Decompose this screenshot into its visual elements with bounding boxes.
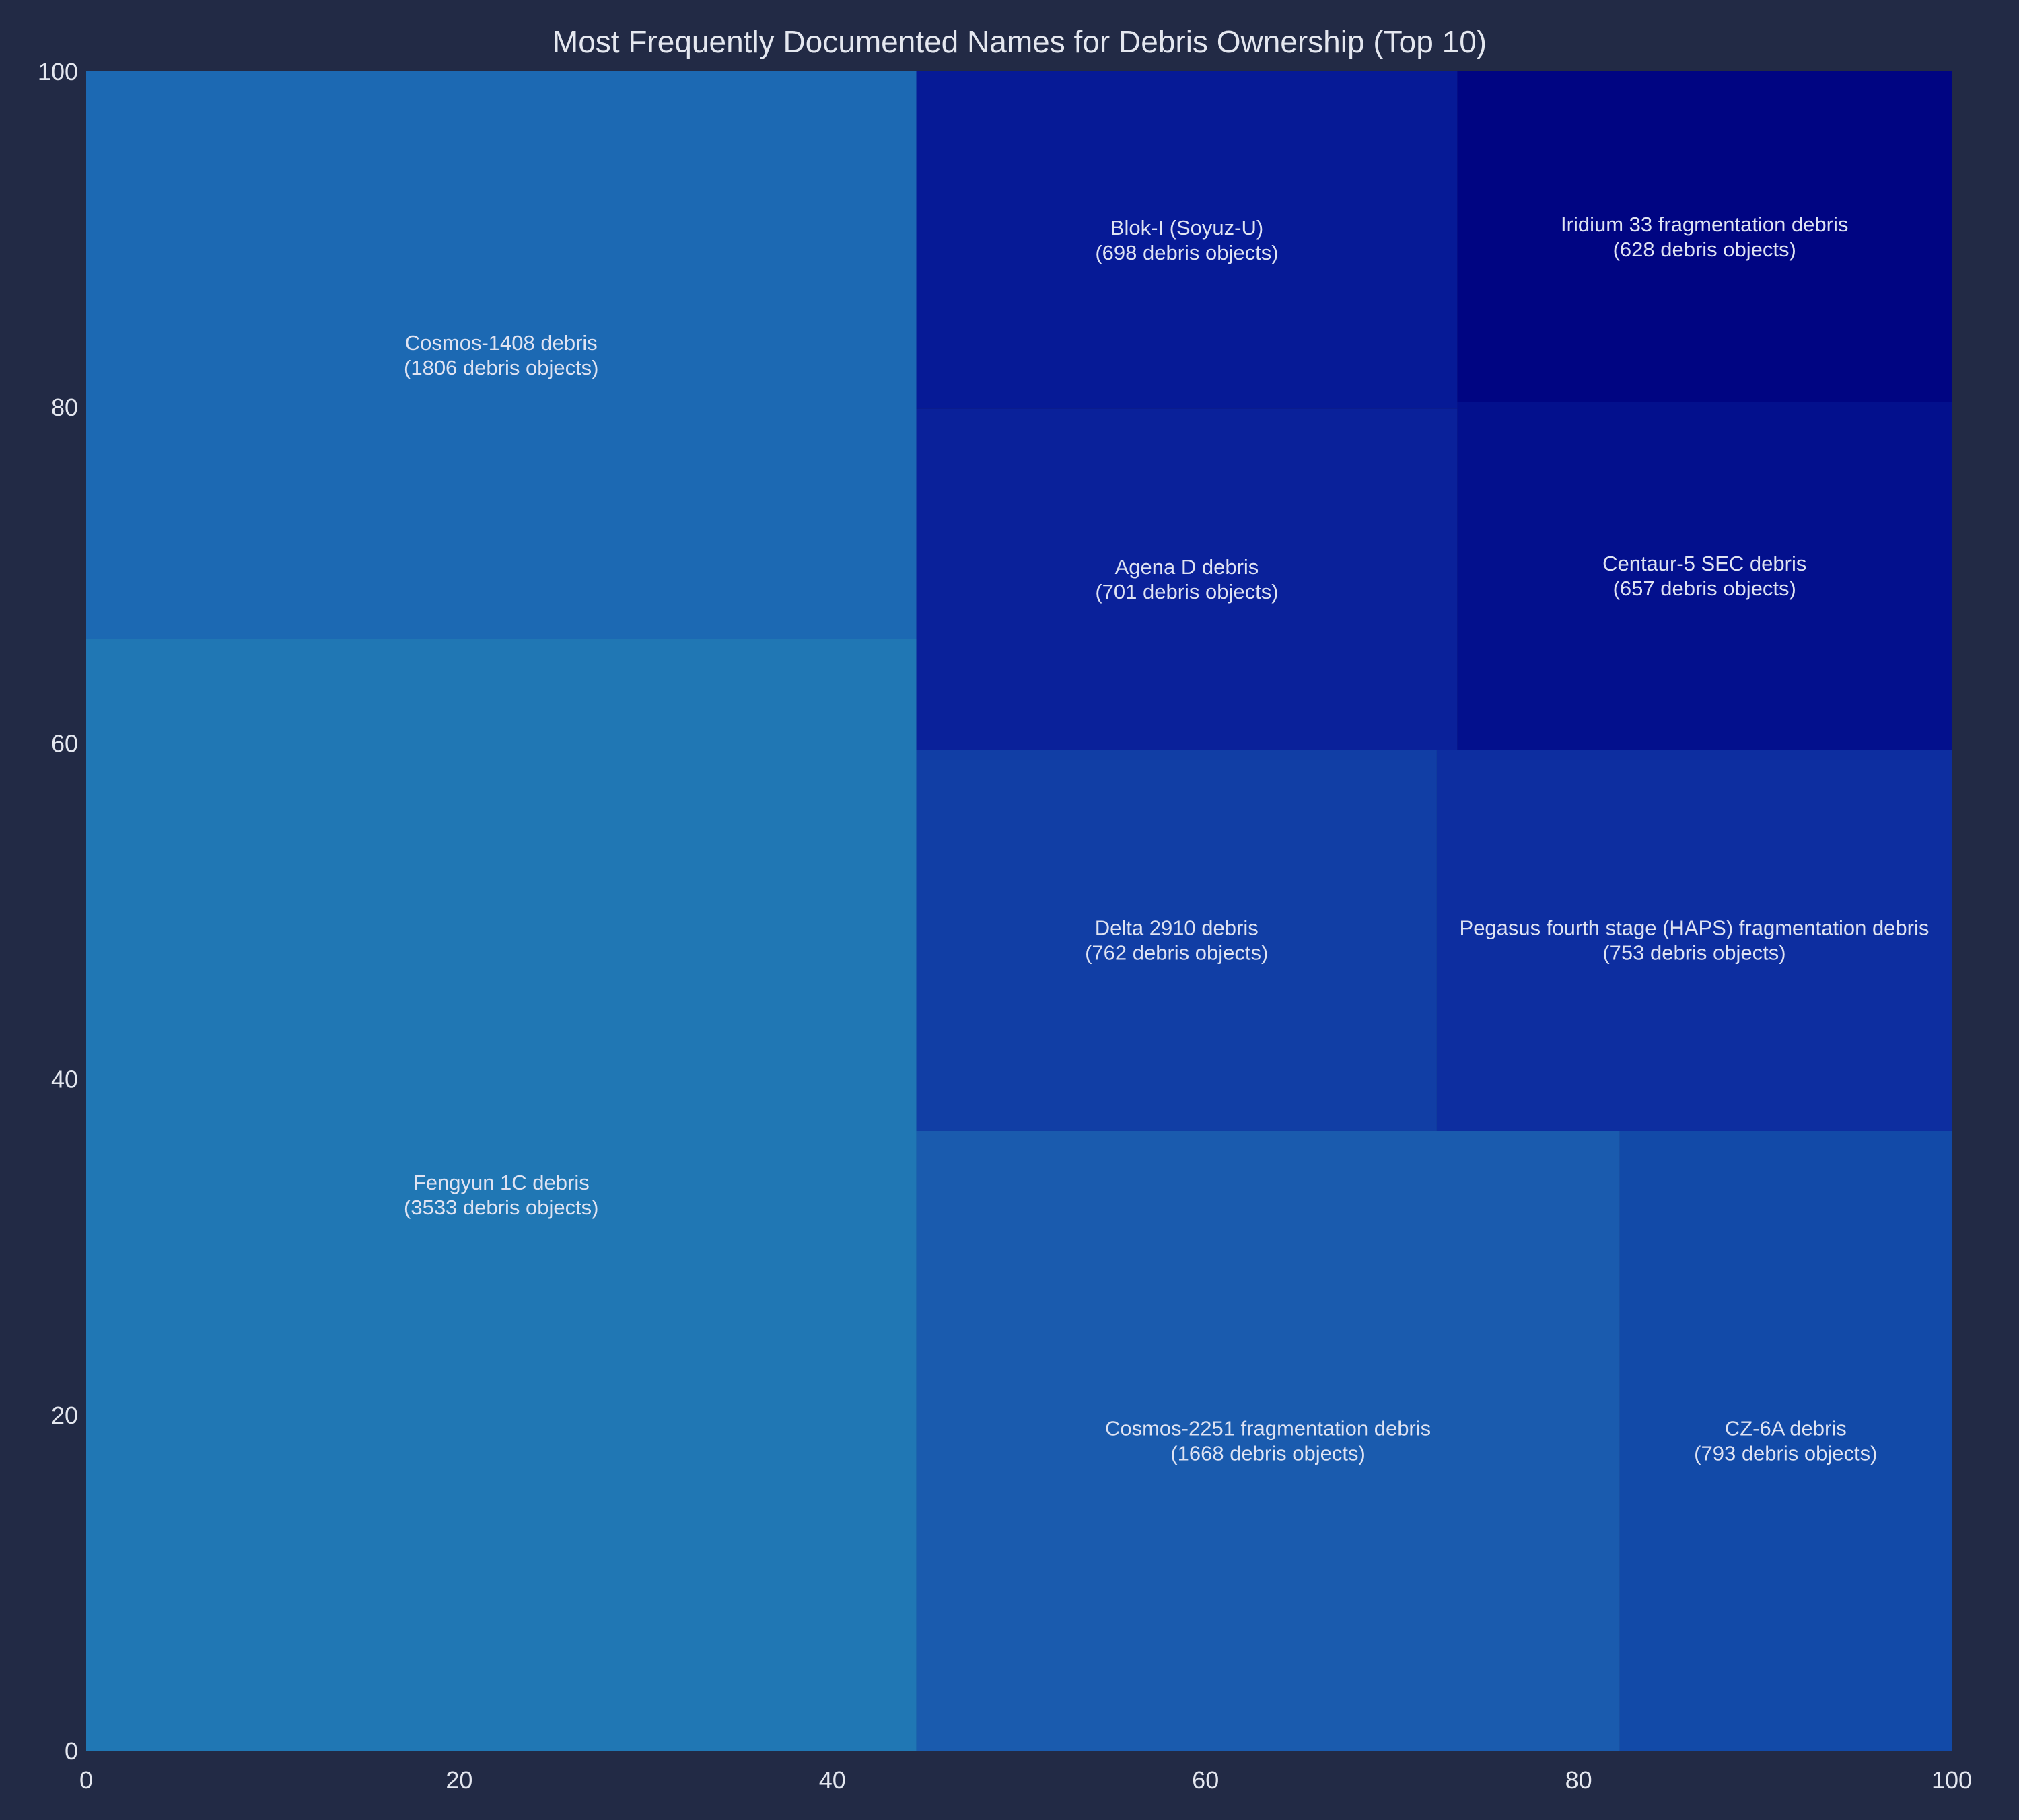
treemap-cell-count: (1806 debris objects) [404, 356, 599, 379]
treemap-cell-count: (628 debris objects) [1613, 238, 1796, 261]
treemap-cells [86, 71, 1952, 1751]
treemap-cell [916, 750, 1437, 1131]
x-tick-label: 40 [819, 1766, 846, 1794]
treemap-cell-name: Fengyun 1C debris [413, 1171, 590, 1194]
y-tick-label: 60 [51, 729, 78, 757]
x-tick-label: 80 [1565, 1766, 1592, 1794]
x-tick-label: 0 [79, 1766, 93, 1794]
treemap-cell-name: Blok-I (Soyuz-U) [1110, 216, 1263, 240]
y-tick-label: 40 [51, 1066, 78, 1093]
treemap-cell-count: (698 debris objects) [1095, 241, 1278, 264]
treemap-cell [916, 71, 1458, 409]
treemap-cell [86, 71, 917, 639]
treemap-cell-count: (3533 debris objects) [404, 1196, 599, 1219]
treemap-cell-count: (1668 debris objects) [1170, 1441, 1366, 1465]
x-tick-label: 20 [446, 1766, 472, 1794]
treemap-cell [916, 1130, 1620, 1751]
treemap-cell-name: Cosmos-2251 fragmentation debris [1105, 1416, 1431, 1440]
treemap-cell [1457, 402, 1952, 750]
x-axis: 0 20 40 60 80 100 [79, 1766, 1972, 1794]
treemap-cell-name: Pegasus fourth stage (HAPS) fragmentatio… [1460, 916, 1929, 940]
treemap-cell-count: (793 debris objects) [1694, 1441, 1877, 1465]
y-axis: 0 20 40 60 80 100 [38, 58, 78, 1765]
treemap-cell-name: Iridium 33 fragmentation debris [1561, 213, 1848, 236]
treemap-cell-name: Centaur-5 SEC debris [1602, 552, 1806, 575]
treemap-cell-count: (762 debris objects) [1085, 941, 1268, 965]
treemap-cell [86, 639, 917, 1751]
treemap-cell [1436, 750, 1952, 1131]
y-tick-label: 80 [51, 394, 78, 421]
y-tick-label: 20 [51, 1402, 78, 1429]
treemap-cell [1619, 1130, 1952, 1751]
treemap-cell-name: CZ-6A debris [1725, 1416, 1847, 1440]
treemap-cell-count: (701 debris objects) [1095, 580, 1278, 604]
treemap-cell-count: (753 debris objects) [1602, 941, 1785, 965]
chart-title: Most Frequently Documented Names for Deb… [553, 24, 1487, 59]
x-tick-label: 60 [1192, 1766, 1219, 1794]
treemap-cell-name: Delta 2910 debris [1095, 916, 1259, 940]
y-tick-label: 100 [38, 58, 78, 85]
treemap-cell-name: Agena D debris [1115, 555, 1259, 579]
treemap-cell [916, 408, 1458, 750]
treemap-cell-name: Cosmos-1408 debris [405, 331, 598, 355]
treemap-labels: Fengyun 1C debris(3533 debris objects) Co… [404, 213, 1929, 1465]
x-tick-label: 100 [1932, 1766, 1972, 1794]
treemap-cell-count: (657 debris objects) [1613, 577, 1796, 600]
y-tick-label: 0 [65, 1737, 78, 1765]
treemap-cell [1457, 71, 1952, 402]
